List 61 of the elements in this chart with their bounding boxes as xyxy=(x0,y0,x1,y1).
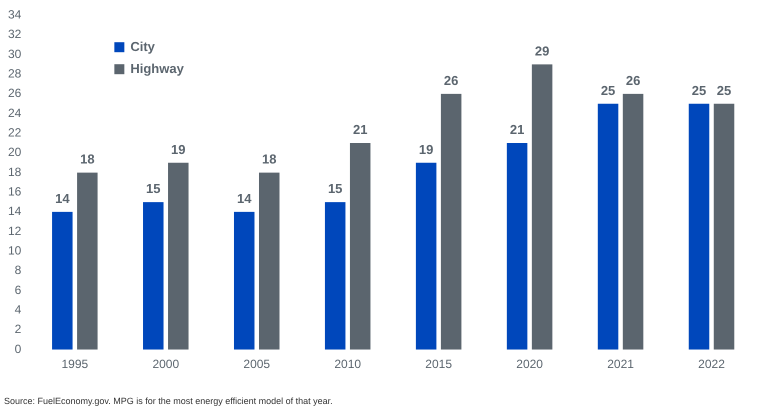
data-label: 15 xyxy=(146,181,161,196)
legend-label: Highway xyxy=(130,60,185,76)
y-tick-label: 16 xyxy=(8,184,22,199)
bar xyxy=(688,104,710,350)
x-tick-label: 2022 xyxy=(698,357,726,372)
bar xyxy=(350,143,370,350)
y-tick-label: 8 xyxy=(14,263,22,278)
bar xyxy=(714,104,734,350)
data-label: 15 xyxy=(328,181,342,196)
bar xyxy=(77,172,98,350)
y-tick-label: 14 xyxy=(8,204,22,218)
x-tick-label: 2000 xyxy=(152,357,180,372)
y-tick-label: 30 xyxy=(8,46,22,61)
source-note: Source: FuelEconomy.gov. MPG is for the most energy efficient model of that year. xyxy=(4,396,333,406)
bar xyxy=(506,143,528,350)
bar xyxy=(143,202,164,350)
y-tick-label: 34 xyxy=(8,8,22,22)
bar xyxy=(440,94,462,350)
y-tick-label: 32 xyxy=(8,27,22,42)
data-label: 25 xyxy=(716,82,732,98)
data-label: 26 xyxy=(444,72,458,88)
legend-label: City xyxy=(130,38,156,54)
data-label: 21 xyxy=(352,122,368,138)
y-tick-label: 4 xyxy=(14,302,22,317)
y-tick-label: 18 xyxy=(8,164,22,179)
y-tick-label: 20 xyxy=(8,145,22,160)
data-label: 14 xyxy=(237,190,252,206)
bar xyxy=(598,104,618,350)
data-label: 25 xyxy=(692,82,706,98)
x-tick-label: 2020 xyxy=(516,357,544,372)
x-tick-label: 1995 xyxy=(61,357,88,372)
data-label: 26 xyxy=(626,72,640,88)
data-label: 25 xyxy=(600,82,616,98)
x-tick-label: 2021 xyxy=(607,357,634,372)
data-label: 18 xyxy=(262,152,276,167)
data-label: 29 xyxy=(534,43,550,58)
data-label: 18 xyxy=(80,152,95,167)
bar xyxy=(416,162,436,350)
x-tick-label: 2010 xyxy=(334,357,362,372)
data-label: 19 xyxy=(171,142,186,157)
y-tick-label: 2 xyxy=(14,322,22,336)
y-tick-label: 10 xyxy=(8,244,22,258)
x-tick-label: 2005 xyxy=(243,357,270,372)
y-tick-label: 12 xyxy=(8,224,22,238)
y-tick-label: 24 xyxy=(8,106,22,120)
y-tick-label: 26 xyxy=(8,86,22,100)
y-tick-label: 0 xyxy=(14,342,22,356)
bar xyxy=(532,64,552,350)
bar xyxy=(324,202,346,350)
data-label: 19 xyxy=(418,142,434,157)
x-tick-label: 2015 xyxy=(425,357,452,372)
data-label: 14 xyxy=(55,190,70,206)
y-tick-label: 22 xyxy=(8,126,22,140)
bar xyxy=(234,212,254,350)
y-tick-label: 6 xyxy=(14,282,22,297)
bar xyxy=(258,172,280,350)
bar xyxy=(622,94,644,350)
y-tick-label: 28 xyxy=(8,66,22,81)
bar xyxy=(52,212,73,350)
bar xyxy=(168,162,189,350)
data-label: 21 xyxy=(510,122,524,138)
